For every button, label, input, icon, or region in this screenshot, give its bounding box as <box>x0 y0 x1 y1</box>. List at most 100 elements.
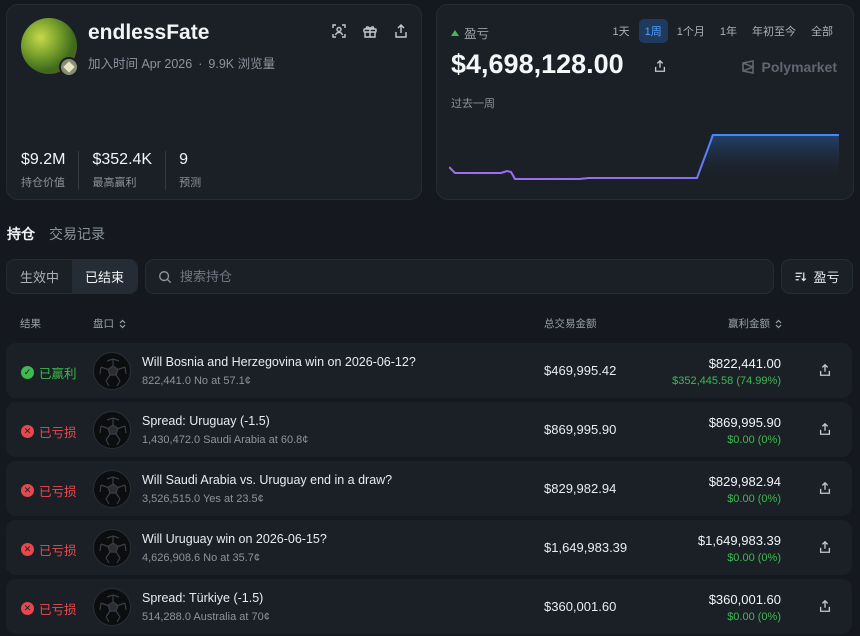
winnings-gain: $0.00 (0%) <box>727 611 781 623</box>
soccer-ball-icon <box>93 470 131 508</box>
share-icon[interactable] <box>818 363 832 377</box>
position-detail: 3,526,515.0 Yes at 23.5¢ <box>142 493 264 505</box>
share-icon[interactable] <box>818 599 832 613</box>
status-label: 已亏损 <box>39 426 77 440</box>
soccer-ball-icon <box>93 588 131 626</box>
profile-meta: 加入时间 Apr 2026 · 9.9K 浏览量 <box>88 57 276 71</box>
share-icon[interactable] <box>653 59 667 73</box>
market-question[interactable]: Will Uruguay win on 2026-06-15? <box>142 532 327 546</box>
total-volume: $360,001.60 <box>544 599 617 614</box>
header-volume: 总交易金额 <box>544 318 597 330</box>
status-segment: 生效中 已结束 <box>6 259 138 294</box>
share-icon[interactable] <box>393 23 409 39</box>
stat-predictions: 9 预测 <box>179 151 202 189</box>
segment-closed[interactable]: 已结束 <box>72 260 137 293</box>
pnl-label: 盈亏 <box>451 23 489 42</box>
winnings-gain: $0.00 (0%) <box>727 434 781 446</box>
share-icon[interactable] <box>818 422 832 436</box>
market-question[interactable]: Spread: Türkiye (-1.5) <box>142 591 264 605</box>
polymarket-logo: Polymarket <box>740 59 837 75</box>
segment-active[interactable]: 生效中 <box>19 270 59 285</box>
sort-button[interactable]: 盈亏 <box>781 259 853 294</box>
share-icon[interactable] <box>818 540 832 554</box>
search-input[interactable] <box>180 269 740 284</box>
position-detail: 4,626,908.6 No at 35.7¢ <box>142 552 261 564</box>
range-1w[interactable]: 1周 <box>638 19 668 43</box>
header-result: 结果 <box>20 318 41 330</box>
pnl-chart <box>449 134 839 183</box>
status-label: 已亏损 <box>39 485 77 499</box>
verified-badge-icon <box>59 57 79 77</box>
market-question[interactable]: Will Saudi Arabia vs. Uruguay end in a d… <box>142 473 393 487</box>
joined-date: 加入时间 Apr 2026 <box>88 57 193 71</box>
profile-stats: $9.2M 持仓价值 $352.4K 最高赢利 9 预测 <box>21 151 227 190</box>
market-question[interactable]: Spread: Uruguay (-1.5) <box>142 414 270 428</box>
sort-arrows-icon <box>119 319 126 328</box>
status-label: 已亏损 <box>39 544 77 558</box>
scan-icon[interactable] <box>331 23 347 39</box>
position-row[interactable]: ✕ 已亏损 Spread: Türkiye (-1.5) 514,288.0 Au… <box>6 579 852 634</box>
winnings-amount: $822,441.00 <box>708 356 781 371</box>
position-row[interactable]: ✓ 已赢利 Will Bosnia and Herzegovina win on … <box>6 343 852 398</box>
status-badge: ✕ 已亏损 <box>21 422 77 441</box>
winnings-amount: $360,001.60 <box>708 592 781 607</box>
time-range-selector: 1天 1周 1个月 1年 年初至今 全部 <box>607 19 840 43</box>
stat-positions-value: $9.2M 持仓价值 <box>21 151 80 190</box>
position-detail: 1,430,472.0 Saudi Arabia at 60.8¢ <box>142 434 309 446</box>
winnings-amount: $869,995.90 <box>708 415 781 430</box>
winnings-amount: $1,649,983.39 <box>697 533 781 548</box>
position-detail: 514,288.0 Australia at 70¢ <box>142 611 270 623</box>
status-badge: ✕ 已亏损 <box>21 599 77 618</box>
position-detail: 822,441.0 No at 57.1¢ <box>142 375 251 387</box>
share-icon[interactable] <box>818 481 832 495</box>
soccer-ball-icon <box>93 529 131 567</box>
tab-positions[interactable]: 持仓 <box>7 226 35 242</box>
market-question[interactable]: Will Bosnia and Herzegovina win on 2026-… <box>142 355 416 369</box>
period-label: 过去一周 <box>451 98 495 110</box>
soccer-ball-icon <box>93 411 131 449</box>
search-icon <box>159 270 172 283</box>
search-box <box>145 259 774 294</box>
range-1m[interactable]: 1个月 <box>676 26 705 38</box>
status-badge: ✓ 已赢利 <box>21 363 77 382</box>
position-row[interactable]: ✕ 已亏损 Will Saudi Arabia vs. Uruguay end i… <box>6 461 852 516</box>
username: endlessFate <box>88 21 210 44</box>
status-badge: ✕ 已亏损 <box>21 481 77 500</box>
view-count: 9.9K 浏览量 <box>208 57 276 71</box>
range-1d[interactable]: 1天 <box>612 26 630 38</box>
x-circle-icon: ✕ <box>21 543 34 556</box>
position-row[interactable]: ✕ 已亏损 Spread: Uruguay (-1.5) 1,430,472.0 … <box>6 402 852 457</box>
tab-activity[interactable]: 交易记录 <box>49 226 105 242</box>
status-badge: ✕ 已亏损 <box>21 540 77 559</box>
total-volume: $869,995.90 <box>544 422 617 437</box>
position-row[interactable]: ✕ 已亏损 Will Uruguay win on 2026-06-15? 4,6… <box>6 520 852 575</box>
profile-card: endlessFate 加入时间 Apr 2026 · 9.9K 浏览量 $9.2M… <box>6 4 422 200</box>
pnl-chart-area <box>699 135 839 183</box>
x-circle-icon: ✕ <box>21 484 34 497</box>
header-market[interactable]: 盘口 <box>93 316 127 331</box>
soccer-ball-icon <box>93 352 131 390</box>
polymarket-logo-icon <box>741 60 754 74</box>
gift-icon[interactable] <box>362 23 378 39</box>
total-volume: $469,995.42 <box>544 363 617 378</box>
status-label: 已亏损 <box>39 603 77 617</box>
pnl-chart-line <box>449 134 839 180</box>
header-winnings[interactable]: 赢利金额 <box>728 316 783 331</box>
range-all[interactable]: 全部 <box>811 26 833 38</box>
winnings-amount: $829,982.94 <box>708 474 781 489</box>
tab-bar: 持仓 交易记录 <box>7 224 105 244</box>
sort-label: 盈亏 <box>813 270 840 285</box>
winnings-gain: $0.00 (0%) <box>727 552 781 564</box>
sort-icon <box>796 272 807 282</box>
sort-arrows-icon <box>775 319 782 328</box>
check-circle-icon: ✓ <box>21 366 34 379</box>
range-ytd[interactable]: 年初至今 <box>752 26 796 38</box>
x-circle-icon: ✕ <box>21 602 34 615</box>
x-circle-icon: ✕ <box>21 425 34 438</box>
status-label: 已赢利 <box>39 367 77 381</box>
winnings-gain: $352,445.58 (74.99%) <box>672 375 781 387</box>
triangle-up-icon <box>451 29 459 36</box>
range-1y[interactable]: 1年 <box>719 26 737 38</box>
total-volume: $829,982.94 <box>544 481 617 496</box>
total-volume: $1,649,983.39 <box>544 540 628 555</box>
